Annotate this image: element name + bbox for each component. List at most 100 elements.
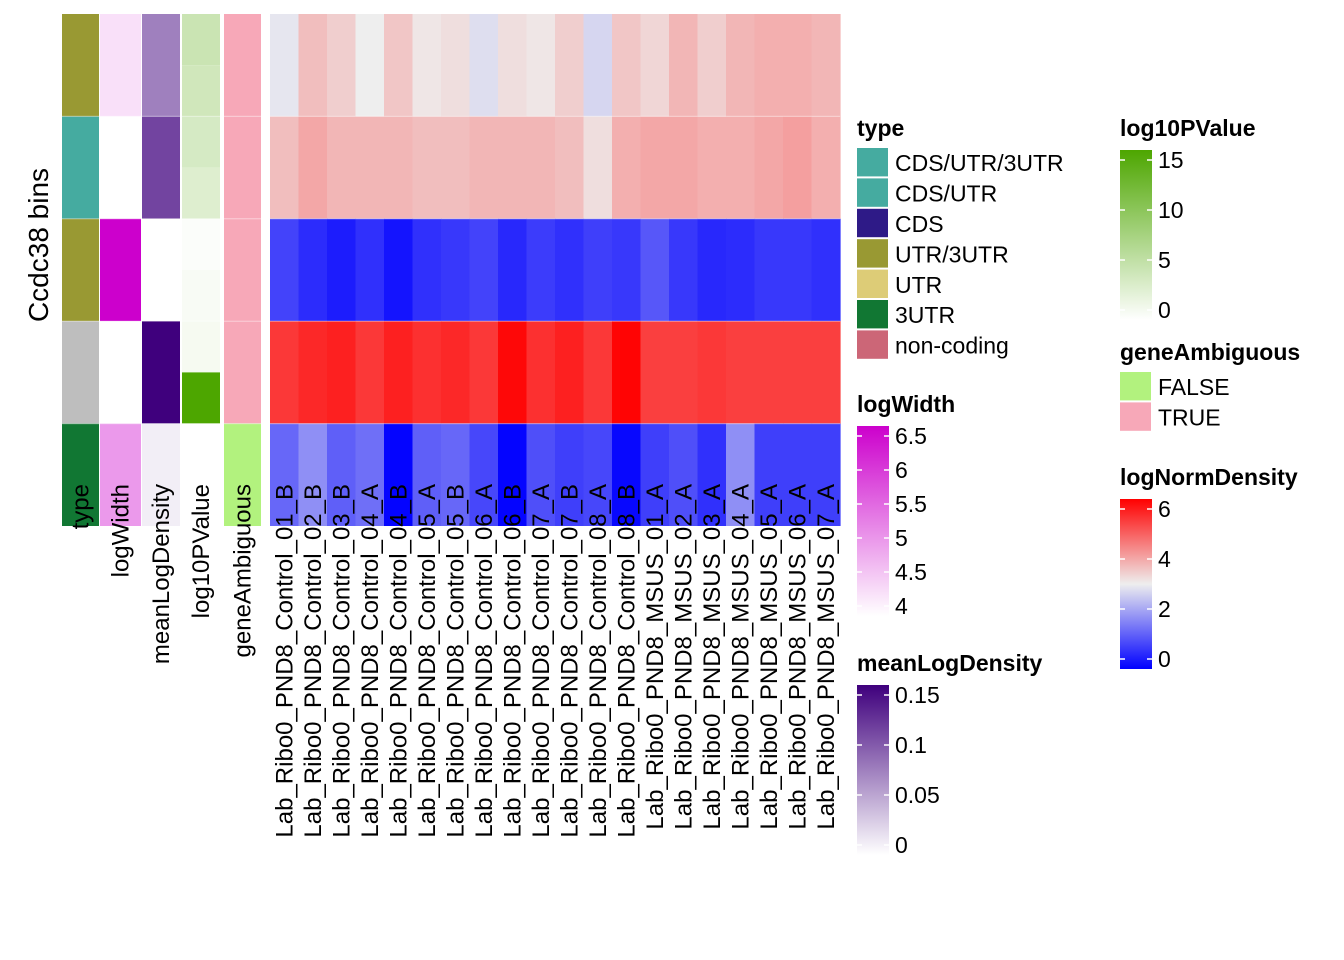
- legend-title: logNormDensity: [1120, 464, 1298, 490]
- heatmap-cell: [384, 423, 414, 526]
- annot-logwidth-cell: [100, 14, 141, 117]
- heatmap-cell: [298, 116, 328, 219]
- legend-tick-label: 4: [1158, 546, 1171, 572]
- heatmap-cell: [270, 14, 300, 117]
- sample-column-label: Lab_Ribo0_PND8_MSUS_02_A: [670, 484, 697, 830]
- annot-log10pvalue-cell: [182, 14, 220, 66]
- annotation-column-label: type: [68, 484, 95, 529]
- sample-column-label: Lab_Ribo0_PND8_MSUS_03_A: [699, 484, 726, 830]
- heatmap-cell: [327, 218, 357, 322]
- heatmap-cell: [697, 116, 727, 219]
- annot-type-cell: [62, 218, 99, 322]
- heatmap-cell: [640, 14, 670, 117]
- legends: type CDS/UTR/3UTR CDS/UTR CDS UTR/3UTR UTR 3UT…: [857, 115, 1300, 858]
- annot-log10pvalue-cell: [182, 218, 220, 270]
- heatmap-cell: [669, 321, 699, 424]
- legend-swatch: [857, 269, 888, 298]
- annot-log10pvalue-cell: [182, 167, 220, 219]
- legend-tick-label: 6.5: [895, 423, 927, 449]
- heatmap-cell: [669, 423, 699, 526]
- annot-log10pvalue-cell: [182, 423, 220, 475]
- heatmap-cell: [441, 116, 471, 219]
- heatmap-cell: [583, 218, 613, 322]
- annot-geneambiguous-cell: [224, 423, 261, 526]
- heatmap-cell: [754, 423, 784, 526]
- heatmap-cell: [384, 218, 414, 322]
- sample-column-label: Lab_Ribo0_PND8_MSUS_01_A: [642, 484, 669, 830]
- sample-column-label: Lab_Ribo0_PND8_Control_04_B: [385, 484, 412, 838]
- annot-log10pvalue-cell: [182, 372, 220, 424]
- heatmap-cell: [754, 14, 784, 117]
- heatmap-cell: [441, 218, 471, 322]
- heatmap-cell: [583, 423, 613, 526]
- heatmap-cell: [441, 423, 471, 526]
- heatmap-cell: [498, 321, 528, 424]
- legend-tick-label: 2: [1158, 596, 1171, 622]
- legend-title: log10PValue: [1120, 115, 1256, 141]
- heatmap-cell: [697, 14, 727, 117]
- heatmap-cell: [526, 218, 556, 322]
- sample-column-label: Lab_Ribo0_PND8_MSUS_07_A: [813, 484, 840, 830]
- legend-label: CDS: [895, 211, 944, 237]
- heatmap-cell: [469, 218, 499, 322]
- legend-swatch: [857, 148, 888, 177]
- heatmap-cell: [555, 321, 585, 424]
- legend-label: CDS/UTR/3UTR: [895, 150, 1064, 176]
- legend-tick-label: 0: [895, 832, 908, 858]
- heatmap-cell: [412, 14, 442, 117]
- legend-label: non-coding: [895, 333, 1009, 359]
- legend-lognormdensity: logNormDensity 6 4 2 0: [1120, 464, 1298, 672]
- heatmap-cell: [412, 116, 442, 219]
- sample-column-label: Lab_Ribo0_PND8_Control_08_A: [585, 484, 612, 838]
- heatmap-cell: [355, 116, 385, 219]
- heatmap-cell: [726, 218, 756, 322]
- heatmap-cell: [412, 218, 442, 322]
- heatmap-cell: [811, 218, 841, 322]
- annot-log10pvalue-cell: [182, 321, 220, 373]
- legend-swatch: [1120, 402, 1151, 431]
- heatmap-cell: [583, 321, 613, 424]
- annot-meanlogdensity-cell: [142, 14, 180, 117]
- legend-label: TRUE: [1158, 405, 1221, 431]
- heatmap-cell: [754, 218, 784, 322]
- legend-tick-label: 4: [895, 593, 908, 619]
- annot-meanlogdensity-cell: [142, 321, 180, 424]
- legend-title: type: [857, 115, 904, 141]
- annotation-column-labels: type logWidth meanLogDensity log10PValue gen…: [68, 484, 257, 664]
- heatmap-cell: [783, 116, 813, 219]
- heatmap-cell: [526, 423, 556, 526]
- heatmap-body: [62, 14, 841, 526]
- heatmap-cell: [298, 321, 328, 424]
- heatmap-cell: [469, 116, 499, 219]
- heatmap-cell: [726, 423, 756, 526]
- annot-type-cell: [62, 116, 99, 219]
- annot-logwidth-cell: [100, 218, 141, 322]
- legend-swatch: [857, 208, 888, 238]
- heatmap-cell: [640, 321, 670, 424]
- heatmap-cell: [298, 14, 328, 117]
- legend-tick-label: 10: [1158, 197, 1184, 223]
- legend-meanlogdensity: meanLogDensity 0.15 0.1 0.05 0: [857, 650, 1043, 858]
- annot-type-cell: [62, 14, 99, 117]
- heatmap-cell: [526, 14, 556, 117]
- heatmap-cell: [270, 423, 300, 526]
- annotation-column-label: meanLogDensity: [148, 484, 175, 664]
- heatmap-cell: [441, 14, 471, 117]
- legend-title: meanLogDensity: [857, 650, 1043, 676]
- sample-column-label: Lab_Ribo0_PND8_Control_06_B: [499, 484, 526, 838]
- heatmap-cell: [783, 218, 813, 322]
- sample-column-label: Lab_Ribo0_PND8_MSUS_04_A: [727, 484, 754, 830]
- annotation-column-label: log10PValue: [188, 484, 215, 618]
- legend-title: geneAmbiguous: [1120, 339, 1300, 365]
- sample-column-label: Lab_Ribo0_PND8_Control_01_B: [271, 484, 298, 838]
- legend-log10pvalue: log10PValue 15 10 5 0: [1120, 115, 1256, 323]
- legend-colorbar: [857, 426, 889, 616]
- legend-swatch: [857, 330, 888, 359]
- annot-logwidth-cell: [100, 116, 141, 219]
- heatmap-cell: [669, 218, 699, 322]
- y-axis-label: Ccdc38 bins: [23, 168, 54, 322]
- heatmap-cell: [327, 423, 357, 526]
- heatmap-cell: [498, 218, 528, 322]
- legend-colorbar: [857, 685, 889, 855]
- heatmap-cell: [697, 423, 727, 526]
